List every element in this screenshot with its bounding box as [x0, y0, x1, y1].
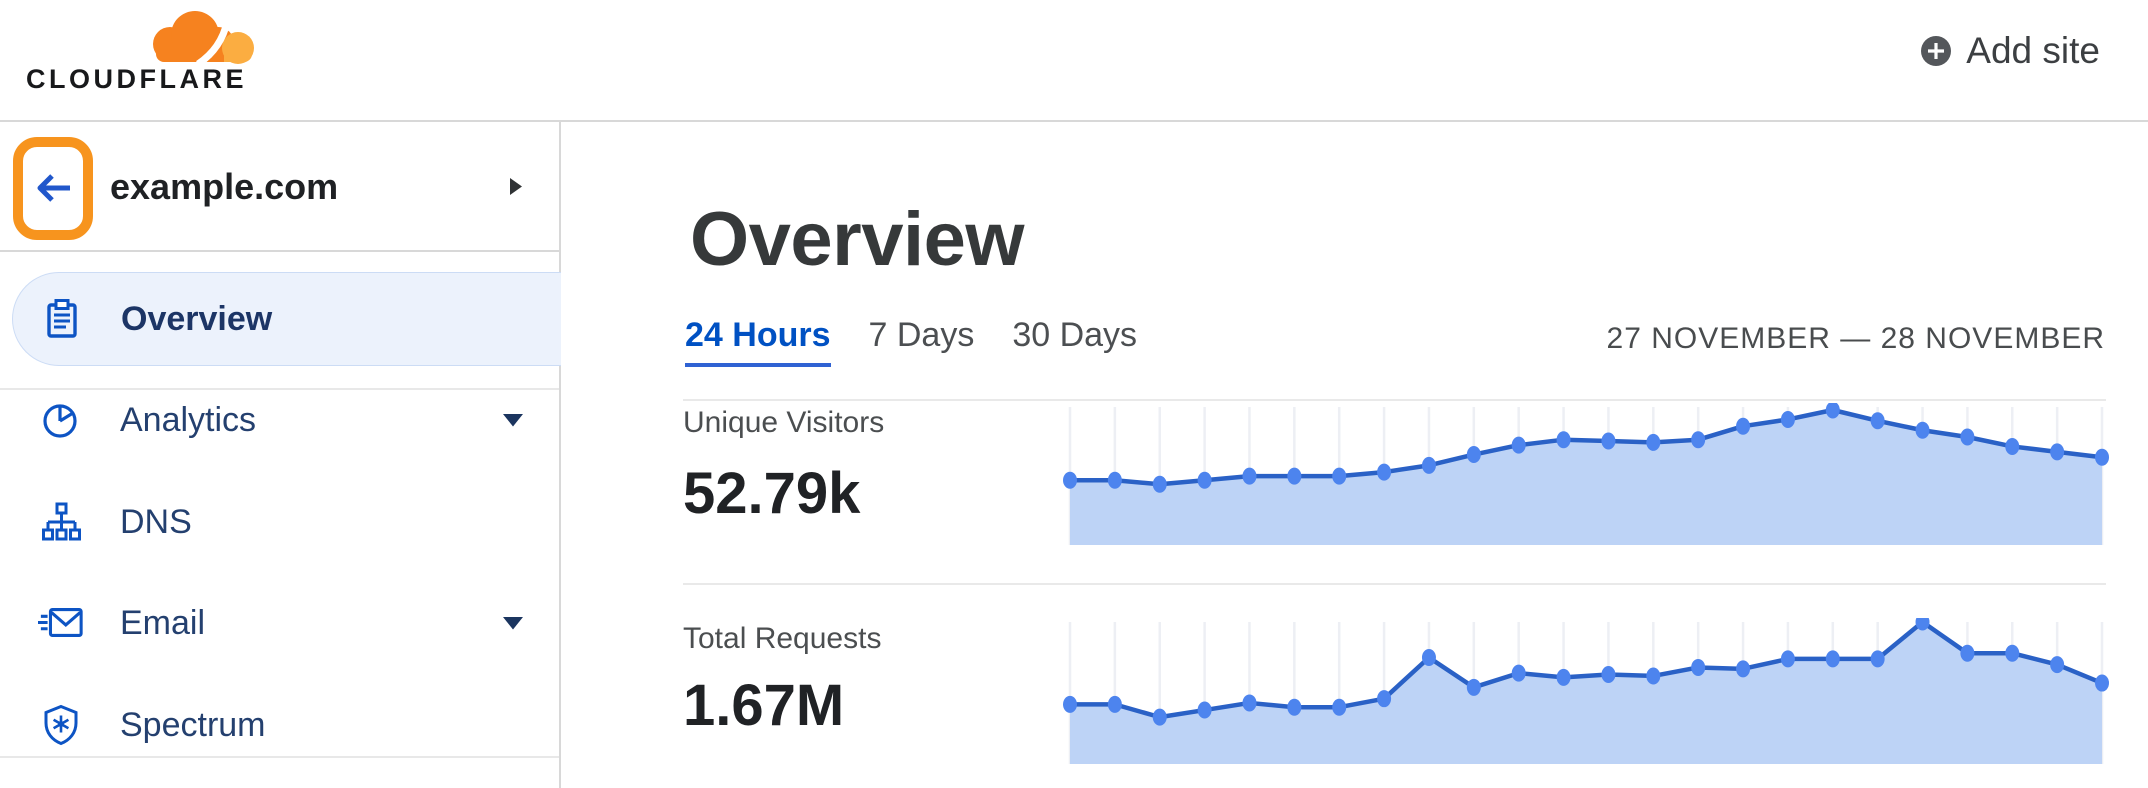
unique-visitors-value: 52.79k	[683, 461, 861, 526]
back-button[interactable]	[22, 146, 84, 230]
sidebar-item-label: Analytics	[120, 400, 257, 439]
tab-30-days[interactable]: 30 Days	[1012, 316, 1138, 354]
sidebar-item-label: Email	[120, 603, 206, 642]
back-arrow-icon	[37, 174, 70, 202]
chevron-down-icon[interactable]	[503, 413, 523, 427]
tab-7-days[interactable]: 7 Days	[868, 316, 975, 354]
add-site-label: Add site	[1966, 30, 2100, 71]
unique-visitors-label: Unique Visitors	[683, 406, 885, 439]
sidebar: example.com Overview	[0, 122, 561, 788]
tab-24-hours[interactable]: 24 Hours	[685, 316, 831, 367]
cloudflare-wordmark: CLOUDFLARE	[26, 64, 247, 94]
page-title: Overview	[690, 197, 1025, 282]
sidebar-divider	[0, 756, 559, 758]
sidebar-item-overview[interactable]: Overview	[12, 272, 561, 366]
total-requests-value: 1.67M	[683, 673, 845, 738]
site-name[interactable]: example.com	[110, 166, 339, 207]
top-header: CLOUDFLARE Add site	[0, 0, 2148, 122]
site-selector-row: example.com	[0, 122, 559, 252]
sidebar-item-label: DNS	[120, 502, 192, 541]
total-requests-label: Total Requests	[683, 622, 882, 655]
time-range-tabs: 24 Hours 7 Days 30 Days	[685, 316, 1137, 367]
cloudflare-cloud-icon	[153, 11, 254, 66]
clipboard-icon	[39, 298, 85, 340]
unique-visitors-chart	[1063, 403, 2110, 545]
shield-icon	[38, 704, 84, 746]
chevron-down-icon[interactable]	[503, 616, 523, 630]
sidebar-item-dns[interactable]: DNS	[0, 472, 559, 572]
email-icon	[38, 605, 84, 641]
dns-tree-icon	[38, 501, 84, 543]
date-range-label: 27 NOVEMBER — 28 NOVEMBER	[1606, 322, 2105, 355]
caret-right-icon[interactable]	[510, 178, 523, 196]
section-divider	[683, 583, 2106, 585]
sidebar-divider	[0, 388, 559, 390]
add-site-button[interactable]: Add site	[1920, 30, 2100, 72]
section-divider	[683, 399, 2106, 401]
pie-chart-icon	[38, 400, 84, 440]
sidebar-item-label: Spectrum	[120, 705, 266, 744]
plus-circle-icon	[1921, 36, 1952, 66]
sidebar-item-spectrum[interactable]: Spectrum	[0, 675, 559, 775]
sidebar-item-email[interactable]: Email	[0, 573, 559, 673]
sidebar-item-analytics[interactable]: Analytics	[0, 370, 559, 470]
total-requests-chart	[1063, 618, 2110, 764]
sidebar-item-label: Overview	[121, 299, 273, 338]
cloudflare-logo[interactable]: CLOUDFLARE	[26, 4, 266, 116]
